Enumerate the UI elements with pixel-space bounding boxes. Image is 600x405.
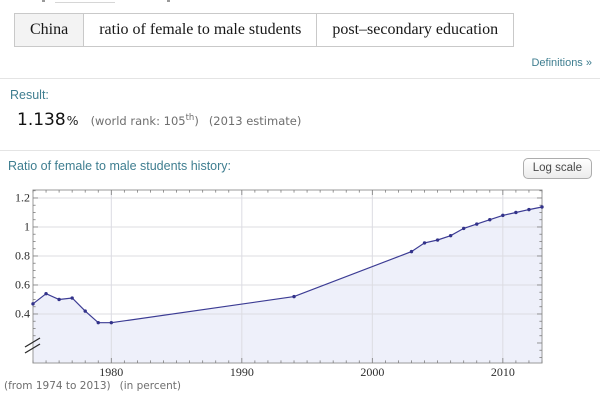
chart-footnote: (from 1974 to 2013) (in percent) — [4, 380, 181, 392]
result-line: 1.138% (world rank: 105th) (2013 estimat… — [17, 110, 301, 130]
chart-marker — [44, 291, 48, 296]
y-tick-label: 0.8 — [15, 248, 30, 262]
chart-marker — [409, 249, 414, 254]
cropped-content-fragment — [55, 2, 115, 3]
y-tick-label: 0.4 — [15, 306, 30, 320]
query-segment-topic[interactable]: ratio of female to male students — [84, 14, 318, 46]
estimate-note: (2013 estimate) — [208, 114, 302, 128]
chart-marker — [501, 213, 505, 218]
footnote-range: (from 1974 to 2013) — [4, 380, 111, 392]
log-scale-button[interactable]: Log scale — [522, 158, 592, 179]
history-pod-title: Ratio of female to male students history… — [8, 159, 232, 173]
pod-divider — [0, 150, 600, 151]
chart-frame — [32, 189, 543, 364]
chart-marker — [461, 226, 466, 231]
query-segment-education-level[interactable]: post–secondary education — [332, 21, 499, 38]
chart-marker — [475, 222, 479, 226]
y-tick-label: 1 — [24, 219, 30, 233]
chart-series-area — [33, 207, 542, 363]
chart-marker — [109, 320, 114, 325]
chart-marker — [83, 309, 87, 313]
chart-marker — [292, 294, 296, 299]
chart-marker — [527, 207, 531, 212]
result-value: 1.138 — [17, 110, 66, 130]
axis-break-icon — [24, 343, 41, 354]
pod-divider — [0, 78, 600, 79]
chart-marker — [448, 233, 453, 238]
x-tick-label: 1990 — [230, 365, 254, 379]
history-chart: 0.4 0.6 0.8 1 1.2 1980 1990 2000 2010 — [15, 185, 580, 390]
chart-marker — [70, 296, 74, 300]
result-pod-title: Result: — [10, 88, 49, 102]
result-unit: % — [66, 113, 79, 128]
definitions-link[interactable]: Definitions » — [531, 57, 592, 69]
chart-marker — [31, 302, 35, 306]
axis-break-icon — [24, 337, 41, 348]
query-segment-country[interactable]: China — [15, 14, 85, 46]
query-input-bar: China ratio of female to male students p… — [14, 13, 515, 47]
world-rank-note: (world rank: 105th) — [90, 113, 199, 128]
x-tick-label: 1980 — [99, 365, 123, 379]
chart-marker — [57, 297, 61, 302]
chart-marker — [488, 218, 492, 222]
footnote-unit: (in percent) — [119, 380, 181, 392]
x-tick-label: 2000 — [360, 365, 384, 379]
chart-marker — [514, 210, 518, 215]
chart-marker — [435, 238, 440, 242]
cropped-content-fragment — [42, 0, 45, 2]
cropped-content-fragment — [167, 0, 170, 2]
y-tick-label: 1.2 — [15, 190, 30, 204]
chart-marker — [422, 241, 427, 245]
chart-marker — [96, 320, 100, 325]
x-tick-label: 2010 — [491, 365, 515, 379]
y-tick-label: 0.6 — [15, 277, 30, 291]
chart-marker — [540, 205, 544, 209]
history-chart-svg: 0.4 0.6 0.8 1 1.2 1980 1990 2000 2010 — [15, 189, 544, 379]
